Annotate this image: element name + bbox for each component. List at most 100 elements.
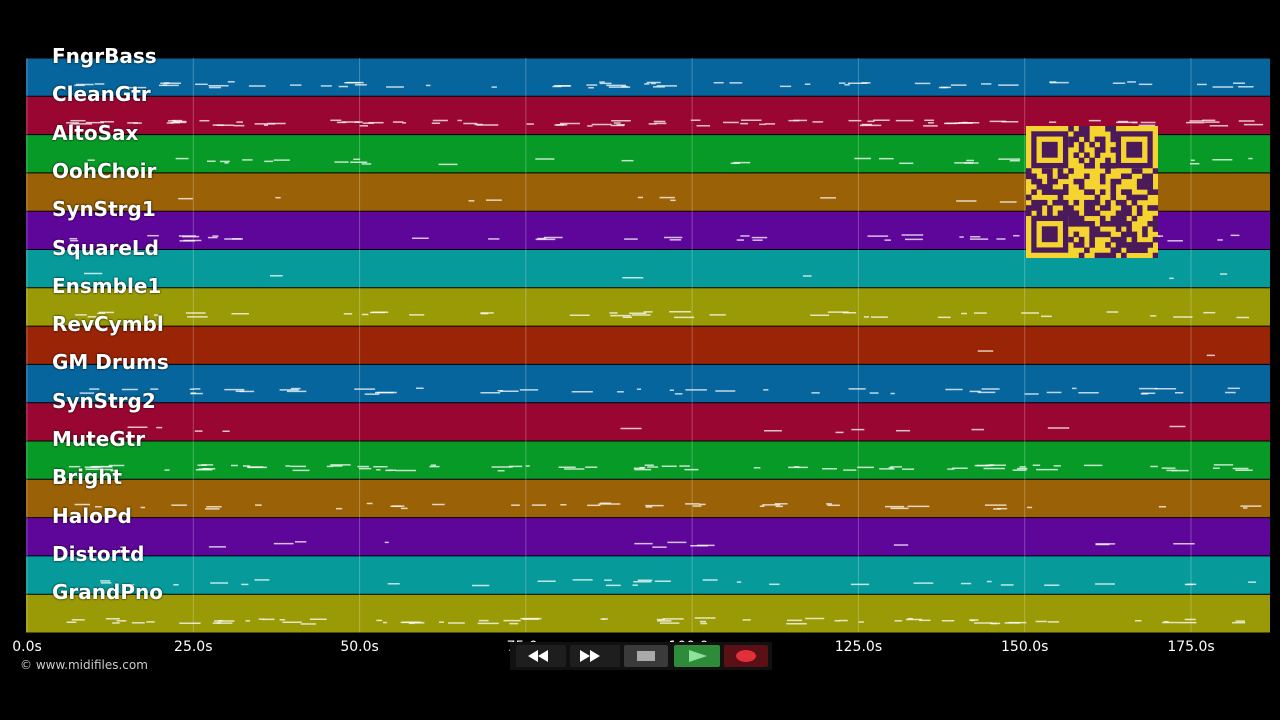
qr-module <box>1099 173 1106 180</box>
qr-module <box>1089 210 1095 217</box>
qr-module <box>1094 231 1101 238</box>
qr-module <box>1073 231 1080 238</box>
qr-module <box>1052 189 1058 195</box>
stop-button[interactable] <box>624 645 668 667</box>
qr-module <box>1078 178 1085 185</box>
qr-module <box>1041 226 1058 243</box>
qr-module <box>1105 221 1111 227</box>
qr-module <box>1062 210 1069 217</box>
qr-module <box>1126 210 1132 217</box>
qr-module <box>1089 162 1095 169</box>
qr-module <box>1073 242 1080 248</box>
qr-module <box>1062 184 1069 190</box>
qr-module <box>1047 184 1053 190</box>
qr-module <box>1062 173 1069 180</box>
play-button[interactable] <box>674 645 720 667</box>
record-button[interactable] <box>724 645 768 667</box>
qr-module <box>1036 178 1043 185</box>
qr-module <box>1152 189 1159 195</box>
qr-module <box>1078 147 1085 153</box>
qr-module <box>1105 157 1111 164</box>
qr-module <box>1068 136 1074 143</box>
qr-module <box>1147 205 1154 211</box>
track-lane <box>26 402 1270 441</box>
qr-module <box>1152 226 1159 232</box>
qr-module <box>1121 252 1127 259</box>
qr-module <box>1152 205 1159 211</box>
track-label: HaloPd <box>52 503 132 528</box>
qr-module <box>1099 189 1106 195</box>
track-lane <box>26 517 1270 556</box>
qr-module <box>1062 199 1069 206</box>
qr-module <box>1152 236 1159 243</box>
qr-module <box>1136 194 1143 201</box>
qr-module <box>1105 205 1111 211</box>
qr-module <box>1089 141 1095 148</box>
qr-module <box>1131 199 1138 206</box>
qr-module <box>1136 210 1143 217</box>
qr-module <box>1094 210 1101 217</box>
qr-module <box>1131 236 1138 243</box>
qr-module <box>1089 189 1095 195</box>
qr-module <box>1089 157 1095 164</box>
qr-module <box>1121 236 1127 243</box>
track-label: OohChoir <box>52 158 157 183</box>
qr-module <box>1121 205 1127 211</box>
qr-module <box>1142 226 1148 232</box>
rewind-icon <box>528 650 548 662</box>
track-label: FngrBass <box>52 44 157 68</box>
track-label: SynStrg2 <box>52 388 156 413</box>
qr-module <box>1126 221 1132 227</box>
fast-forward-icon <box>580 650 600 662</box>
qr-module <box>1105 162 1111 169</box>
qr-module <box>1115 210 1122 217</box>
qr-module <box>1142 194 1148 201</box>
rewind-button[interactable] <box>516 645 566 667</box>
qr-module <box>1073 178 1080 185</box>
qr-module <box>1057 210 1064 217</box>
stop-icon <box>637 651 655 661</box>
qr-module <box>1126 242 1132 248</box>
qr-module <box>1068 141 1074 148</box>
qr-module <box>1031 189 1037 195</box>
time-tick-label: 0.0s <box>12 639 42 655</box>
qr-module <box>1147 221 1154 227</box>
qr-module <box>1115 236 1122 243</box>
play-icon <box>689 650 707 662</box>
qr-module <box>1110 162 1117 169</box>
time-tick-label: 175.0s <box>1167 639 1215 655</box>
time-tick-label: 150.0s <box>1001 639 1049 655</box>
track-label: RevCymbl <box>52 312 164 337</box>
qr-module <box>1115 199 1122 206</box>
qr-module <box>1105 199 1111 206</box>
qr-module <box>1121 189 1127 195</box>
qr-module <box>1147 178 1154 185</box>
qr-module <box>1147 184 1154 190</box>
qr-module <box>1142 247 1148 254</box>
qr-module <box>1105 231 1111 238</box>
qr-module <box>1031 199 1037 206</box>
qr-module <box>1084 126 1090 132</box>
qr-module <box>1078 184 1085 190</box>
track-lane <box>26 479 1270 518</box>
qr-module <box>1110 194 1117 201</box>
qr-module <box>1036 205 1043 211</box>
qr-module <box>1031 173 1037 180</box>
track-label: Ensmble1 <box>52 273 162 298</box>
qr-module <box>1136 168 1143 174</box>
copyright-text: © www.midifiles.com <box>20 658 148 672</box>
time-tick-label: 25.0s <box>174 639 213 655</box>
qr-module <box>1094 136 1101 143</box>
qr-module <box>1089 226 1095 232</box>
qr-module <box>1099 252 1106 259</box>
qr-module <box>1078 157 1085 164</box>
transport-controls <box>510 642 772 670</box>
fast-forward-button[interactable] <box>570 645 620 667</box>
qr-module <box>1110 131 1117 137</box>
qr-module <box>1110 126 1117 132</box>
qr-module <box>1073 210 1080 217</box>
qr-module <box>1142 184 1148 190</box>
qr-module <box>1094 226 1101 232</box>
qr-module <box>1115 226 1122 232</box>
qr-module <box>1136 178 1143 185</box>
